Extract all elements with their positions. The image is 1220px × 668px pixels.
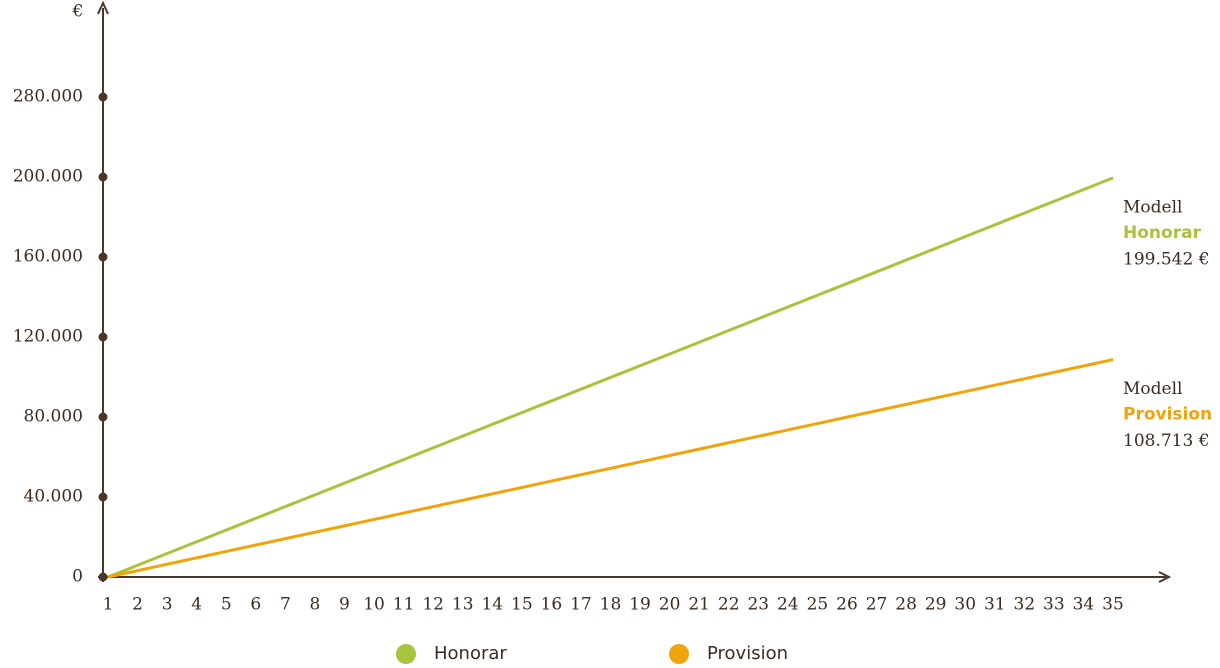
end-label-prefix: Modell (1123, 379, 1182, 399)
x-tick-label: 22 (718, 595, 740, 615)
x-tick-label: 16 (541, 595, 563, 615)
y-tick-dot (98, 572, 108, 582)
y-tick-dot (98, 332, 108, 342)
y-tick-dot (98, 252, 108, 262)
end-label-name: Honorar (1123, 223, 1202, 243)
end-label-value: 108.713 € (1123, 431, 1210, 451)
y-tick-label: 280.000 (13, 87, 83, 107)
x-tick-label: 7 (280, 595, 291, 615)
x-tick-label: 6 (250, 595, 261, 615)
x-tick-label: 29 (925, 595, 947, 615)
legend-swatch (669, 644, 689, 664)
legend-swatch (396, 644, 416, 664)
y-tick-label: 120.000 (13, 327, 83, 347)
x-tick-label: 11 (393, 595, 415, 615)
y-tick-label: 40.000 (24, 487, 83, 507)
x-tick-label: 18 (600, 595, 622, 615)
x-tick-label: 12 (422, 595, 444, 615)
x-axis-arrow (1158, 571, 1172, 583)
x-tick-label: 25 (807, 595, 829, 615)
x-tick-label: 27 (866, 595, 888, 615)
x-tick-label: 8 (309, 595, 320, 615)
x-tick-label: 2 (132, 595, 143, 615)
x-tick-label: 13 (452, 595, 474, 615)
y-tick-dot (98, 412, 108, 422)
x-tick-label: 17 (570, 595, 592, 615)
y-tick-label: 200.000 (13, 167, 83, 187)
x-tick-label: 34 (1073, 595, 1095, 615)
legend-label: Provision (707, 643, 788, 664)
series-line (107, 358, 1114, 579)
y-tick-label: 0 (72, 567, 83, 587)
y-tick-label: 80.000 (24, 407, 83, 427)
x-tick-label: 10 (363, 595, 385, 615)
y-unit: € (72, 2, 84, 22)
x-tick-label: 14 (481, 595, 503, 615)
x-tick-label: 24 (777, 595, 799, 615)
x-tick-label: 28 (895, 595, 917, 615)
y-axis-arrow (97, 0, 109, 15)
x-tick-label: 21 (688, 595, 710, 615)
x-tick-label: 30 (954, 595, 976, 615)
x-tick-label: 3 (162, 595, 173, 615)
x-tick-label: 19 (629, 595, 651, 615)
x-tick-label: 23 (747, 595, 769, 615)
x-tick-label: 33 (1043, 595, 1065, 615)
x-tick-label: 20 (659, 595, 681, 615)
y-tick-label: 160.000 (13, 247, 83, 267)
x-tick-label: 31 (984, 595, 1006, 615)
x-tick-label: 5 (221, 595, 232, 615)
end-label-prefix: Modell (1123, 197, 1182, 217)
x-tick-label: 9 (339, 595, 350, 615)
x-tick-label: 4 (191, 595, 202, 615)
end-label-value: 199.542 € (1123, 249, 1210, 269)
x-tick-label: 26 (836, 595, 858, 615)
series-line (107, 176, 1114, 579)
y-tick-dot (98, 492, 108, 502)
x-tick-label: 15 (511, 595, 533, 615)
x-tick-label: 32 (1014, 595, 1036, 615)
y-tick-dot (98, 92, 108, 102)
legend-label: Honorar (434, 643, 507, 664)
x-tick-label: 1 (103, 595, 114, 615)
x-tick-label: 35 (1102, 595, 1124, 615)
y-tick-dot (98, 172, 108, 182)
end-label-name: Provision (1123, 405, 1212, 425)
